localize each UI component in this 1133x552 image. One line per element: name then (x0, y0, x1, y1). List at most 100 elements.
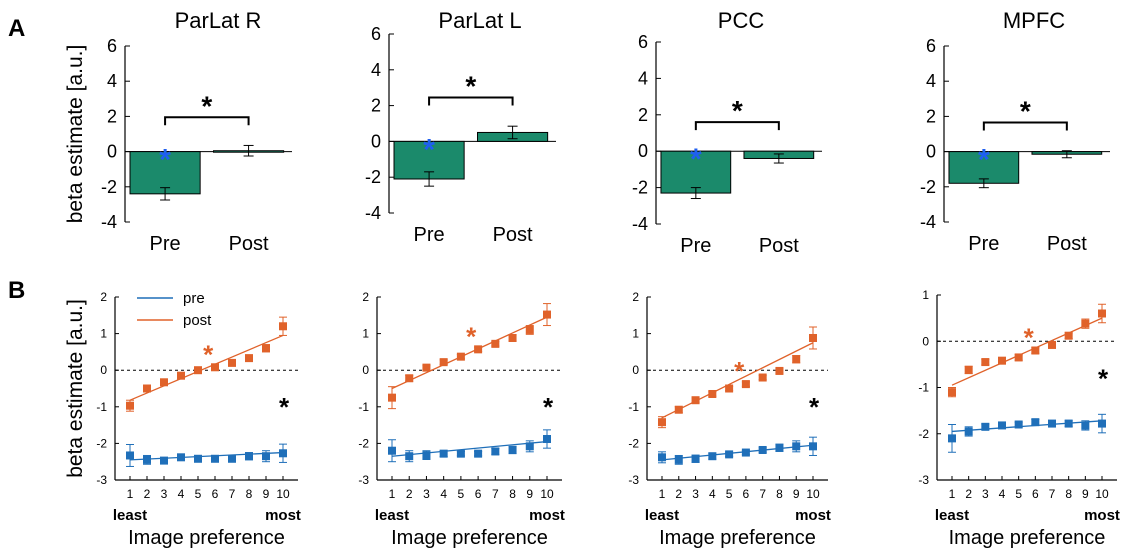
y-tick-label: -1 (96, 400, 107, 414)
y-tick-label: 1 (632, 327, 639, 341)
fit-line-pre (951, 420, 1103, 433)
x-end-label-most: most (529, 507, 565, 524)
x-end-label-most: most (1084, 507, 1120, 524)
point-pre (491, 447, 500, 456)
point-pre (674, 455, 683, 464)
x-tick-label: 10 (806, 487, 820, 501)
point-pre (388, 446, 396, 455)
x-tick-label: 3 (692, 487, 699, 501)
x-tick-label: 5 (195, 487, 202, 501)
y-tick-label: -4 (632, 214, 648, 234)
y-tick-label: -2 (365, 167, 381, 187)
point-pre (708, 452, 717, 461)
y-tick-label: -2 (632, 178, 648, 198)
point-post (439, 358, 448, 367)
x-tick-label: 7 (1049, 487, 1056, 501)
y-tick-label: 4 (107, 71, 117, 91)
point-pre (405, 452, 414, 461)
y-tick-label: -2 (628, 436, 639, 450)
point-pre (543, 435, 551, 444)
y-tick-label: 0 (926, 142, 936, 162)
fit-line-post (661, 342, 814, 419)
y-tick-label: 2 (107, 106, 117, 126)
x-tick-label: 1 (389, 487, 396, 501)
point-post (1014, 353, 1023, 362)
y-tick-label: 1 (922, 288, 929, 302)
x-tick-label: 8 (776, 487, 783, 501)
point-post (809, 333, 817, 342)
x-end-label-least: least (645, 507, 679, 524)
x-tick-label: 2 (144, 487, 151, 501)
point-post (725, 384, 734, 393)
bar-pre (129, 151, 201, 195)
y-tick-label: 6 (371, 24, 381, 44)
point-post (245, 354, 253, 363)
point-post (964, 365, 973, 374)
x-tick-label: 4 (999, 487, 1006, 501)
x-category-label: Post (759, 235, 799, 257)
fit-line-post (391, 316, 548, 390)
x-end-label-least: least (935, 507, 969, 524)
point-post (126, 401, 134, 410)
y-tick-label: -2 (358, 436, 369, 450)
point-post (758, 373, 767, 382)
point-pre (981, 422, 990, 431)
x-category-label: Pre (414, 224, 445, 246)
point-pre (143, 455, 151, 464)
fit-line-pre (129, 451, 284, 461)
bar-pre (948, 151, 1020, 184)
x-tick-label: 3 (982, 487, 989, 501)
interaction-star: * (543, 392, 554, 422)
point-post (691, 396, 700, 405)
bar-pre (660, 150, 732, 194)
point-pre (1081, 421, 1090, 430)
point-pre (177, 453, 185, 462)
y-tick-label: 0 (362, 363, 369, 377)
y-tick-label: 2 (632, 290, 639, 304)
point-pre (245, 452, 253, 461)
x-tick-label: 5 (726, 487, 733, 501)
interaction-star: * (1098, 363, 1109, 393)
x-tick-label: 8 (509, 487, 516, 501)
point-pre (758, 445, 767, 454)
point-pre (741, 448, 750, 457)
point-pre (1031, 418, 1040, 427)
interaction-star: * (809, 392, 820, 422)
x-tick-label: 10 (1095, 487, 1109, 501)
post-significance-star: * (203, 339, 214, 369)
point-post (658, 418, 666, 427)
y-tick-label: -2 (96, 436, 107, 450)
pre-significance-star: * (690, 143, 702, 176)
bar-panel-title: ParLat R (175, 8, 262, 33)
point-pre (1064, 419, 1073, 428)
point-pre (725, 450, 734, 459)
x-tick-label: 9 (793, 487, 800, 501)
point-post (160, 378, 168, 387)
point-post (792, 355, 801, 364)
y-tick-label: -1 (628, 400, 639, 414)
y-tick-label: 6 (926, 36, 936, 56)
y-tick-label: 0 (107, 142, 117, 162)
x-tick-label: 9 (526, 487, 533, 501)
legend-label-post: post (183, 312, 212, 329)
y-tick-label: 6 (638, 32, 648, 52)
pre-significance-star: * (159, 144, 171, 177)
point-pre (126, 451, 134, 460)
x-category-label: Pre (680, 235, 711, 257)
y-tick-label: -4 (365, 203, 381, 223)
point-pre (1048, 419, 1056, 428)
y-tick-label: -3 (918, 473, 929, 487)
bracket-star: * (1020, 96, 1031, 127)
x-tick-label: 9 (1082, 487, 1089, 501)
x-category-label: Post (1047, 233, 1087, 255)
significance-bracket (164, 116, 250, 126)
x-tick-label: 2 (406, 487, 413, 501)
bar-panel-title: ParLat L (438, 8, 521, 33)
point-pre (948, 434, 956, 443)
legend-label-pre: pre (183, 290, 205, 307)
bracket-star: * (465, 71, 476, 102)
point-post (228, 358, 236, 367)
point-pre (474, 449, 483, 458)
y-axis-label: beta estimate [a.u.] (64, 299, 87, 478)
x-tick-label: 10 (276, 487, 290, 501)
